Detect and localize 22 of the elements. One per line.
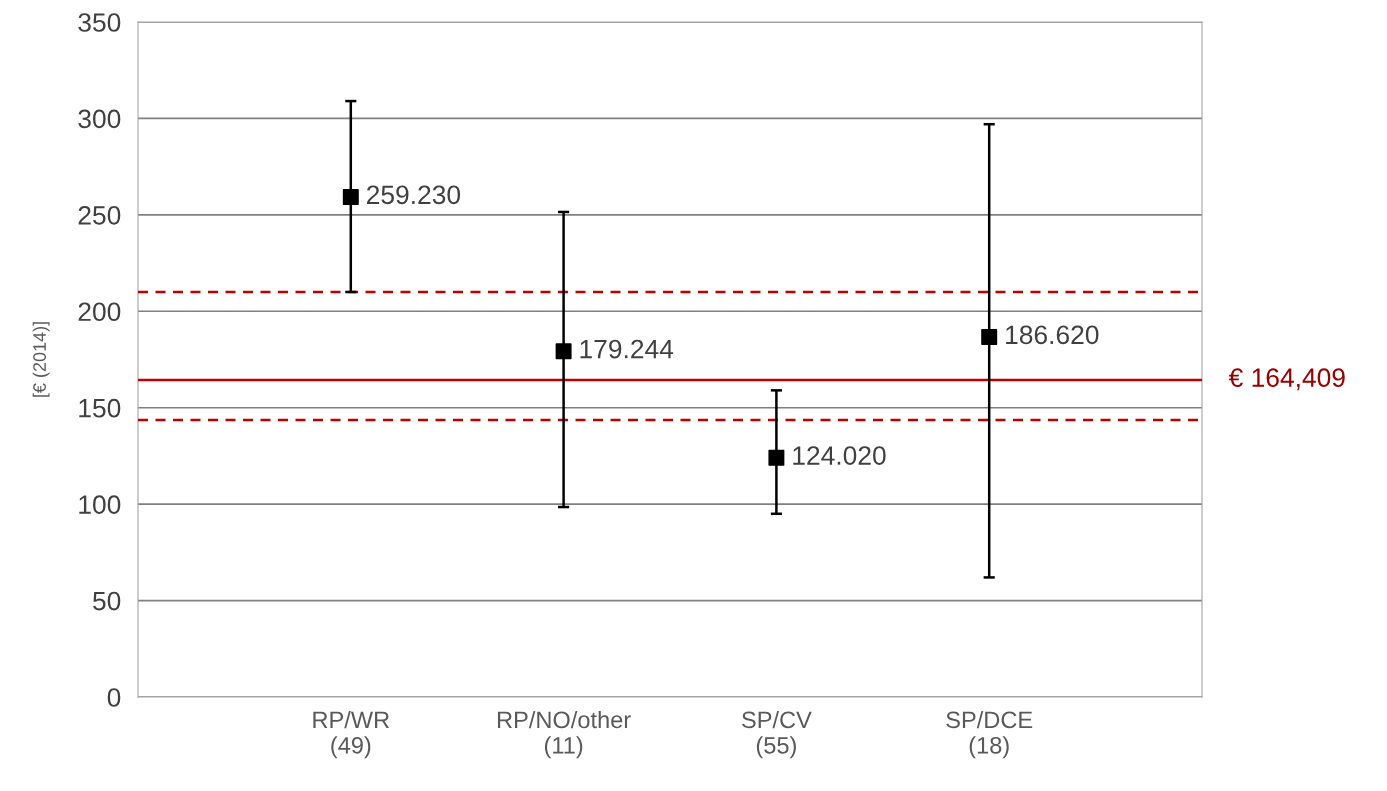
point — [981, 329, 998, 346]
point — [768, 449, 785, 466]
y-tick-label: 150 — [79, 398, 121, 418]
y-tick-label: 50 — [93, 591, 121, 611]
point — [342, 189, 359, 206]
x-tick-label: RP/NO/other (11) — [497, 710, 631, 759]
y-tick-label: 250 — [78, 205, 121, 225]
data-label: 186.620 — [1006, 325, 1099, 345]
data-label: 124.020 — [793, 446, 886, 465]
data-label: 259.230 — [367, 185, 461, 205]
point — [555, 343, 572, 360]
y-tick-label: 100 — [79, 495, 121, 514]
y-tick-label: 300 — [78, 109, 121, 129]
x-tick-label: SP/DCE (18) — [946, 710, 1033, 759]
y-tick-label: 350 — [78, 13, 121, 32]
ref-line-label: € 164,409 — [1228, 368, 1345, 391]
data-label: 179.244 — [580, 339, 674, 359]
x-tick-label: RP/WR (49) — [313, 710, 390, 759]
x-tick-label: SP/CV (55) — [742, 710, 812, 759]
y-tick-label: 200 — [78, 302, 121, 322]
y-tick-label: 0 — [107, 688, 121, 707]
y-axis-title: [€ (2014)] — [32, 322, 50, 397]
